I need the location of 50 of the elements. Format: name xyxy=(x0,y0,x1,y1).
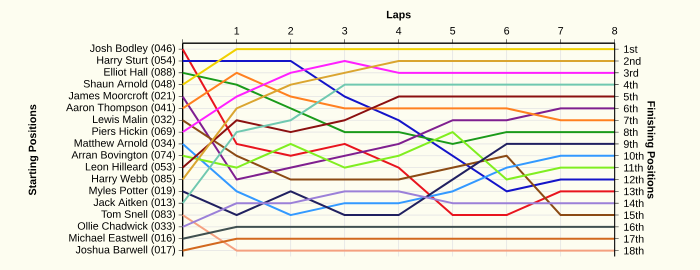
text: Starting Positions xyxy=(28,104,38,196)
series-label: Tom Snell (083) xyxy=(101,210,176,220)
line-series xyxy=(182,142,616,216)
y-tick-label: 4th xyxy=(624,80,638,89)
x-tick-label: 4 xyxy=(396,27,402,34)
y-tick-label: 1st xyxy=(624,45,638,53)
y-tick-label: 17th xyxy=(624,234,644,243)
y-tick-label: 10th xyxy=(624,152,644,160)
y-tick-label: 6th xyxy=(624,104,638,112)
series-label: Arran Bovington (074) xyxy=(71,150,176,161)
line-series xyxy=(182,131,616,180)
line-series xyxy=(182,48,616,216)
y-tick-label: 5th xyxy=(624,92,638,100)
series-label: James Moorcroft (021) xyxy=(68,92,176,102)
y2-axis-title: Finishing Positions xyxy=(645,101,656,199)
y-tick-label: 18th xyxy=(624,246,644,255)
series-label: Josh Bodley (046) xyxy=(90,44,176,54)
y-tick-label: 2nd xyxy=(624,57,640,65)
series-label: Aaron Thompson (041) xyxy=(66,103,176,114)
series-label: Michael Eastwell (016) xyxy=(69,234,176,244)
x-axis-title: Laps xyxy=(386,10,411,20)
x-tick-label: 2 xyxy=(288,27,294,34)
series-label: Harry Webb (085) xyxy=(92,174,176,184)
series-label: Joshua Barwell (017) xyxy=(76,246,176,256)
y-tick-label: 16th xyxy=(624,222,644,231)
y-tick-label: 8th xyxy=(624,128,638,136)
series-label: Shaun Arnold (048) xyxy=(84,80,176,90)
y-tick-label: 7th xyxy=(624,116,638,124)
series-label: Ollie Chadwick (033) xyxy=(78,222,176,232)
y-tick-label: 11th xyxy=(624,164,643,172)
x-tick-label: 3 xyxy=(342,26,348,34)
series-label: Piers Hickin (069) xyxy=(92,127,176,138)
x-tick-label: 1 xyxy=(234,27,240,34)
series-label: Elliot Hall (088) xyxy=(104,68,176,78)
series-label: Matthew Arnold (034) xyxy=(74,138,176,149)
y-tick-label: 13th xyxy=(624,187,644,196)
series-label: Myles Potter (019) xyxy=(89,186,176,196)
x-tick-label: 6 xyxy=(504,26,510,34)
y-tick-label: 14th xyxy=(624,199,644,208)
y-tick-label: 3rd xyxy=(624,68,638,77)
x-tick-label: 8 xyxy=(612,26,618,34)
y-tick-label: 15th xyxy=(624,211,644,219)
x-tick-label: 7 xyxy=(558,27,564,34)
y-tick-label: 12th xyxy=(624,176,644,184)
x-tick-label: 5 xyxy=(450,27,456,34)
series-label: Harry Sturt (054) xyxy=(97,56,176,66)
series-label: Jack Aitken (013) xyxy=(94,198,176,208)
series-label: Lewis Malin (032) xyxy=(93,115,176,126)
y-tick-label: 9th xyxy=(624,140,638,148)
series-label: Leon Hilleard (053) xyxy=(86,162,176,173)
